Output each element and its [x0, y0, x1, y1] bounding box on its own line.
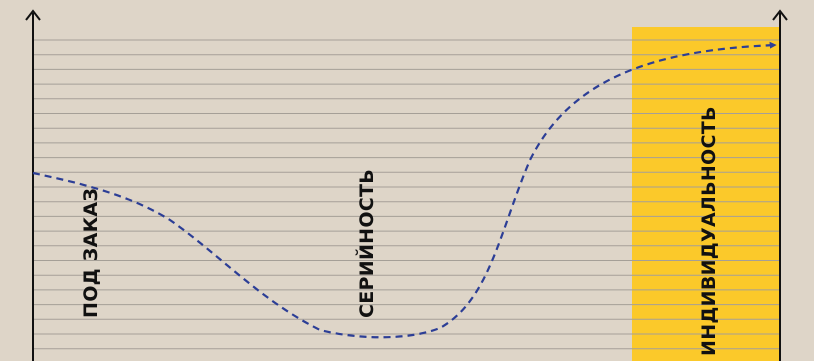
- trend-curve: [32, 41, 777, 339]
- left-axis-arrow: [25, 9, 41, 21]
- label-custom-order: ПОД ЗАКАЗ: [80, 187, 102, 318]
- right-axis-arrow: [772, 9, 788, 21]
- label-serial: СЕРИЙНОСТЬ: [356, 168, 378, 318]
- grid-lines: [33, 39, 780, 350]
- highlight-region: [632, 27, 780, 361]
- label-individual: ИНДИВИДУАЛЬНОСТЬ: [698, 106, 720, 356]
